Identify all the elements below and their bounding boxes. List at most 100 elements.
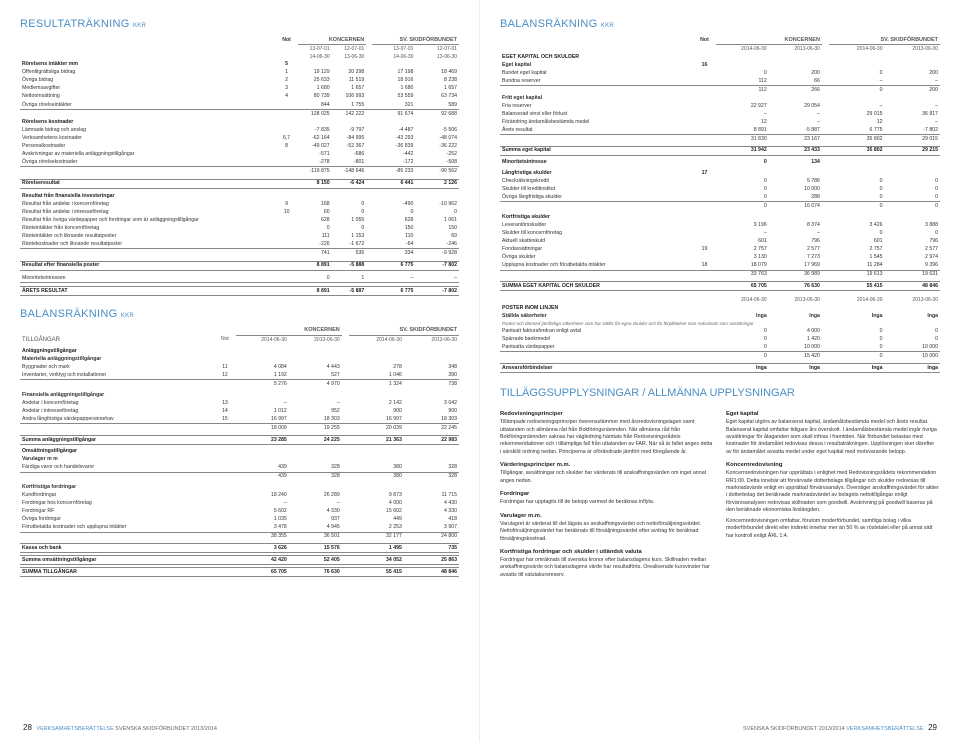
- rr-r15: Resultat från andelar i intresseföretag: [20, 208, 276, 216]
- rr-r7: Lämnade bidrag och anslag: [20, 126, 276, 134]
- notes-body: Redovisningsprinciper Tillämpade redovis…: [500, 405, 940, 582]
- bra-g2b: Kortfristiga fordringar: [20, 484, 214, 492]
- footer-left: 28 VERKSAMHETSBERÄTTELSE SVENSKA SKIDFÖR…: [20, 723, 217, 732]
- rr-r5: Övriga rörelseintäkter: [20, 101, 276, 110]
- notes-p7: Koncernredovisningen har upprättats i en…: [726, 470, 940, 514]
- rr-r3: Medlemsavgifter: [20, 85, 276, 93]
- brl-note: Panter och därmed jämförliga säkerheter …: [500, 320, 940, 327]
- rr-title: RESULTATRÄKNING KKR: [20, 18, 459, 30]
- brl-r19: Övriga skulder: [500, 254, 694, 262]
- brl-r13: Övriga långfristiga skulder: [500, 193, 694, 202]
- bra-gB: SV. SKIDFÖRBUNDET: [349, 326, 459, 335]
- bra-r5: Andelar i intresseföretag: [20, 407, 214, 415]
- rr-r23: ÅRETS RESULTAT: [20, 287, 276, 296]
- bra-r19: SUMMA TILLGÅNGAR: [20, 568, 214, 577]
- h1b: 14-06-30: [298, 53, 332, 61]
- bra-r11: Kundfordringar: [20, 492, 214, 500]
- bra-r6: Andra långfristiga värdepappersinnehav: [20, 415, 214, 424]
- br-a-title: BALANSRÄKNING KKR: [20, 308, 459, 320]
- footerB2: SVENSKA SKIDFÖRBUNDET 2013/2014: [743, 726, 845, 732]
- rr-r19: Räntekostnader och liknande resultatpost…: [20, 240, 276, 249]
- brl-g4: POSTER INOM LINJEN: [500, 304, 694, 312]
- br-assets-table: KONCERNEN SV. SKIDFÖRBUNDET TILLGÅNGAR N…: [20, 326, 459, 577]
- bra-r15: Förutbetalda kostnader och upplupna intä…: [20, 524, 214, 533]
- br-l-kkr: KKR: [601, 23, 614, 29]
- rr-r21: Resultat efter finansiella poster: [20, 261, 276, 270]
- h4b: 13-06-30: [415, 53, 459, 61]
- brl-r9: Summa eget kapital: [500, 146, 694, 155]
- page-num-29: 29: [928, 723, 937, 732]
- brl-r27: Ansvarsförbindelser: [500, 364, 694, 373]
- rr-r13: Rörelseresultat: [20, 179, 276, 188]
- notes-h7: Koncernredovisning: [726, 461, 940, 469]
- brl-g3: Kortfristiga skulder: [500, 213, 694, 221]
- rr-r11: Övriga rörelsekostnader: [20, 158, 276, 167]
- notes-p5: Fordringar har omräknats till svenska kr…: [500, 557, 714, 579]
- brl-r4: Fria reserver: [500, 102, 694, 110]
- rr-r16: Resultat från övriga värdepapper och for…: [20, 216, 276, 224]
- br-l-title: BALANSRÄKNING KKR: [500, 18, 940, 30]
- page-28: RESULTATRÄKNING KKR Not KONCERNEN SV. SK…: [0, 0, 480, 742]
- footerA: VERKSAMHETSBERÄTTELSE: [36, 726, 113, 732]
- brl-r16: Skulder till koncernföretag: [500, 229, 694, 237]
- rr-g3: Resultat från finansiella investeringar: [20, 192, 276, 200]
- brl-gB: SV. SKIDFÖRBUNDET: [829, 36, 940, 45]
- rr-r14: Resultat från andelar i koncernföretag: [20, 200, 276, 208]
- bra-sub: TILLGÅNGAR: [20, 335, 214, 344]
- rr-groupA: KONCERNEN: [298, 36, 367, 45]
- bra-g2a: Varulager m m: [20, 456, 214, 464]
- rr-r2: Övriga bidrag: [20, 77, 276, 85]
- bra-r9: Färdiga varor och handelsvaror: [20, 464, 214, 473]
- br-l-title-text: BALANSRÄKNING: [500, 18, 597, 30]
- brl-g1a: Eget kapital: [500, 61, 694, 69]
- bra-r4: Andelar i koncernföretag: [20, 399, 214, 407]
- bra-r14: Övriga fordringar: [20, 516, 214, 524]
- bra-r1: Byggnader och mark: [20, 363, 214, 371]
- footer-right: SVENSKA SKIDFÖRBUNDET 2013/2014 VERKSAMH…: [743, 723, 940, 732]
- notes-title: TILLÄGGSUPPLYSNINGAR / ALLMÄNNA UPPLYSNI…: [500, 387, 940, 399]
- notes-h2: Värderingsprinciper m.m.: [500, 461, 714, 469]
- br-a-title-text: BALANSRÄKNING: [20, 308, 117, 320]
- notes-h4: Varulager m.m.: [500, 512, 714, 520]
- notes-p4: Varulagret är värderat till det lägsta a…: [500, 521, 714, 543]
- rr-g1: Rörelsens intäkter mm: [20, 61, 276, 69]
- brl-gA: KONCERNEN: [716, 36, 822, 45]
- h2b: 13-06-30: [332, 53, 367, 61]
- br-a-kkr: KKR: [121, 313, 134, 319]
- rr-r1: Offentligrättsliga bidrag: [20, 69, 276, 77]
- brl-r10: Minoritetsintresse: [500, 158, 694, 166]
- brl-g2: Långfristiga skulder: [500, 169, 694, 177]
- brl-r7: Årets resultat: [500, 126, 694, 135]
- notes-h5: Kortfristiga fordringar och skulder i ut…: [500, 548, 714, 556]
- brl-r12: Skulder till kreditinstitut: [500, 185, 694, 193]
- rr-g2: Rörelsens kostnader: [20, 118, 276, 126]
- bra-gA: KONCERNEN: [236, 326, 342, 335]
- brl-r18: Fondavsättningar: [500, 246, 694, 254]
- brl-r20: Upplupna kostnader och förutbetalda intä…: [500, 262, 694, 271]
- rr-table: Not KONCERNEN SV. SKIDFÖRBUNDET 13-07-01…: [20, 36, 459, 296]
- brl-r23: Pantsatt fakturafordran enligt avtal: [500, 327, 694, 335]
- rr-groupB: SV. SKIDFÖRBUNDET: [372, 36, 459, 45]
- brl-r11: Checkräkningskredit: [500, 177, 694, 185]
- bra-r12: Fordringar hos koncernföretag: [20, 500, 214, 508]
- notes-p7b: Koncernredovisningen omfattar, förutom m…: [726, 518, 940, 540]
- rr-r4: Nettoomsättning: [20, 93, 276, 101]
- bra-g1a: Materiella anläggningstillgångar: [20, 355, 214, 363]
- brl-not: Not: [694, 36, 716, 45]
- rr-r18: Ränteintäkter och liknande resultatposte…: [20, 232, 276, 240]
- notes-h6: Eget kapital: [726, 410, 940, 418]
- notes-p3: Fordringar har upptagits till de belopp …: [500, 499, 714, 506]
- h3b: 14-06-30: [372, 53, 416, 61]
- h1a: 13-07-01: [298, 45, 332, 53]
- col-not: Not: [276, 36, 298, 45]
- rr-kkr: KKR: [133, 23, 146, 29]
- rr-r17: Ränteintäkter från koncernföretag: [20, 224, 276, 232]
- bra-r17: Kassa och bank: [20, 544, 214, 553]
- notes-h3: Fordringar: [500, 490, 714, 498]
- bra-g1b: Finansiella anläggningstillgångar: [20, 391, 214, 399]
- brl-r17: Aktuell skatteskuld: [500, 238, 694, 246]
- rr-r22: Minoritetsintressen: [20, 274, 276, 283]
- brl-r1: Bundet eget kapital: [500, 69, 694, 77]
- notes-p1: Tillämpade redovisningsprinciper överens…: [500, 419, 714, 456]
- notes-h1: Redovisningsprinciper: [500, 410, 714, 418]
